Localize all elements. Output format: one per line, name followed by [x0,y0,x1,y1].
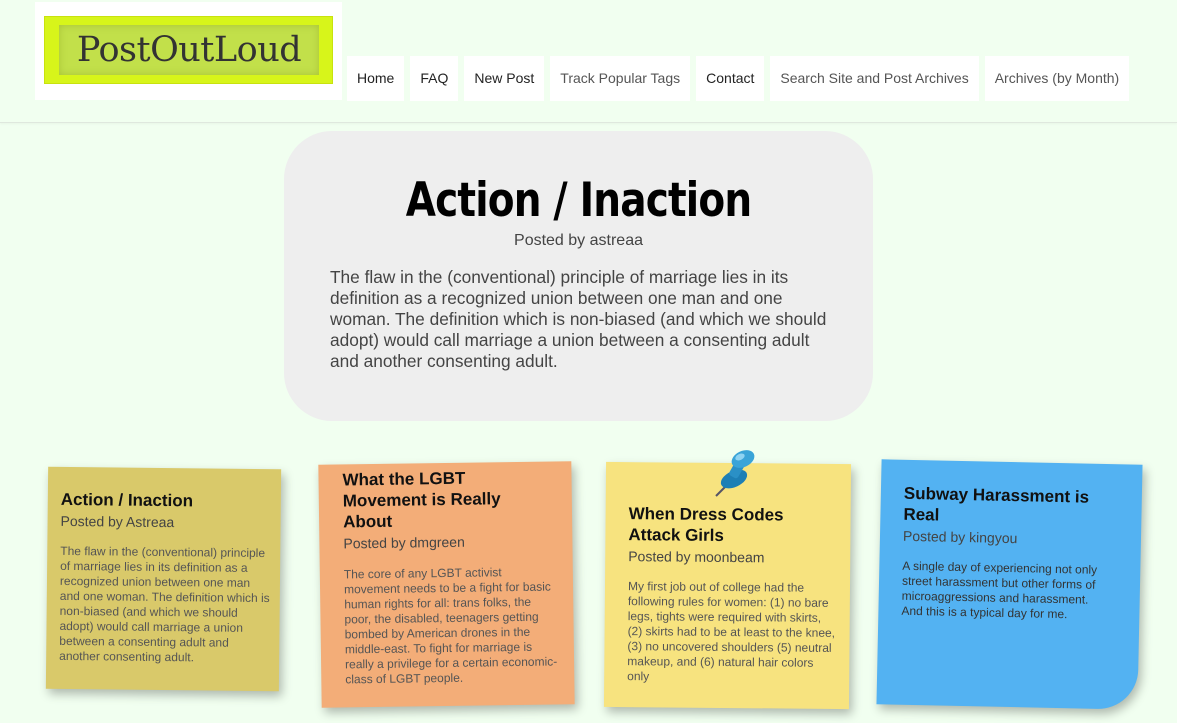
post-card[interactable]: When Dress Codes Attack Girls Posted by … [603,461,852,710]
post-card-author: Posted by moonbeam [628,548,765,566]
post-card-title[interactable]: Subway Harassment is Real [903,483,1090,525]
featured-post-title[interactable]: Action / Inaction [405,173,752,228]
nav-home[interactable]: Home [347,56,405,101]
nav-track-popular-tags[interactable]: Track Popular Tags [550,56,691,101]
nav-faq[interactable]: FAQ [410,56,459,101]
post-card-excerpt: My first job out of college had the foll… [627,579,836,684]
featured-post-author: Posted by astreaa [514,232,643,249]
main-nav: Home FAQ New Post Track Popular Tags Con… [347,56,1130,101]
post-card[interactable]: Action / Inaction Posted by Astreaa The … [45,466,282,692]
pushpin-icon [715,450,755,497]
post-card-title[interactable]: Action / Inaction [60,489,194,511]
post-card[interactable]: Subway Harassment is Real Posted by king… [876,459,1143,710]
post-card-title[interactable]: What the LGBT Movement is Really About [342,468,501,532]
post-card-excerpt: The flaw in the (conventional) principle… [59,543,270,665]
logo: PostOutLoud [44,16,333,84]
site-header: PostOutLoud Home FAQ New Post Track Popu… [0,0,1177,123]
post-card[interactable]: What the LGBT Movement is Really About P… [318,461,575,708]
featured-post: Action / Inaction Posted by astreaa The … [284,131,873,421]
post-card-author: Posted by Astreaa [60,512,175,531]
nav-contact[interactable]: Contact [696,56,765,101]
logo-link[interactable]: PostOutLoud [35,2,342,100]
nav-archives-by-month[interactable]: Archives (by Month) [984,56,1130,101]
nav-search-archives[interactable]: Search Site and Post Archives [770,56,979,101]
logo-text: PostOutLoud [76,30,302,70]
nav-new-post[interactable]: New Post [464,56,545,101]
post-card-excerpt: A single day of experiencing not only st… [901,558,1098,622]
post-card-excerpt: The core of any LGBT activist movement n… [343,565,558,687]
post-card-author: Posted by dmgreen [343,533,465,552]
post-card-title[interactable]: When Dress Codes Attack Girls [628,504,784,545]
post-card-author: Posted by kingyou [902,527,1018,547]
featured-post-body: The flaw in the (conventional) principle… [330,267,827,371]
